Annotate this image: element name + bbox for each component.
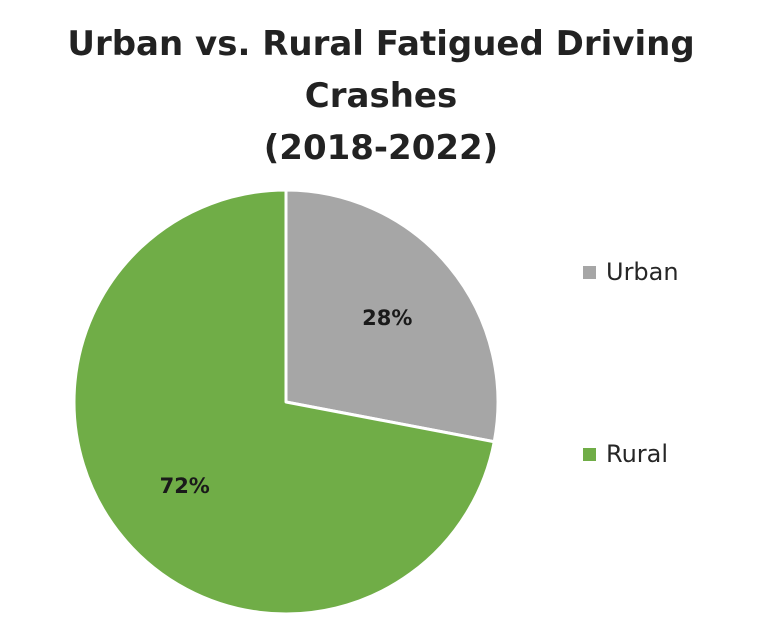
pie-slice-rural — [72, 188, 496, 616]
legend-swatch-rural — [583, 447, 596, 461]
pie-slices — [72, 188, 500, 616]
legend-swatch-urban — [583, 265, 596, 279]
chart-legend: Urban Rural — [583, 252, 679, 474]
pie-slice-urban — [284, 188, 500, 444]
pie-slice-label-rural: 72% — [160, 474, 210, 498]
legend-label-rural: Rural — [606, 440, 669, 468]
legend-item-urban: Urban — [583, 252, 679, 292]
chart-title-line-1: Urban vs. Rural Fatigued Driving Crashes — [67, 24, 695, 116]
pie-slice-labels: 28% 72% — [160, 306, 413, 498]
chart-title: Urban vs. Rural Fatigued Driving Crashes… — [0, 18, 762, 174]
legend-item-rural: Rural — [583, 434, 679, 474]
pie-slice-label-urban: 28% — [362, 306, 412, 330]
chart-title-line-2: (2018-2022) — [263, 128, 499, 168]
legend-label-urban: Urban — [606, 258, 679, 286]
